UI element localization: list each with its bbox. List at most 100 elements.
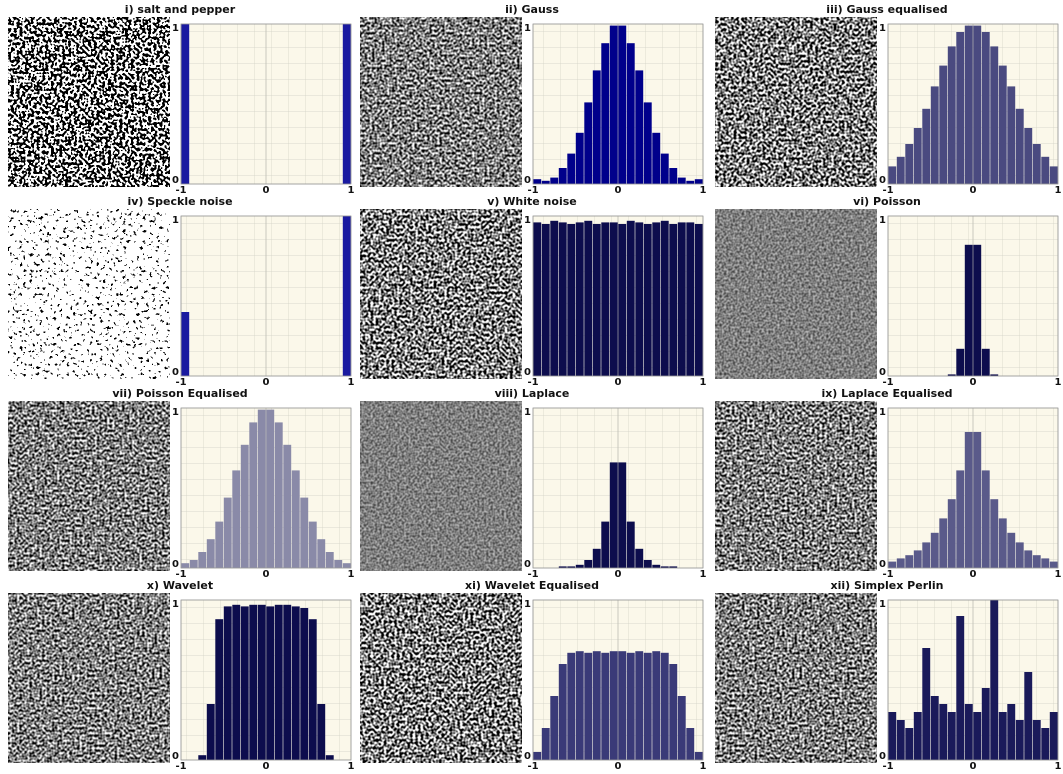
histogram-bar (274, 604, 283, 760)
histogram-bar (888, 712, 897, 760)
histogram-bar (669, 224, 678, 376)
x-tick-label: 1 (348, 569, 355, 580)
histogram-bar (567, 153, 576, 184)
plot-frame (532, 407, 704, 569)
y-tick-label: 1 (879, 23, 886, 34)
x-tick-label: 0 (263, 377, 270, 388)
histogram-bar (618, 462, 627, 568)
histogram-bar (533, 179, 542, 184)
x-tick-label: 0 (615, 377, 622, 388)
x-tick-label: 1 (1055, 377, 1062, 388)
histogram-bar (317, 539, 326, 568)
panel-title: i) salt and pepper (125, 3, 236, 16)
plot-frame (532, 599, 704, 761)
histogram-bar (283, 604, 292, 760)
x-tick-label: 1 (700, 185, 707, 196)
x-tick-label: -1 (882, 377, 893, 388)
x-tick-label: -1 (175, 185, 186, 196)
histogram-bar (964, 25, 973, 184)
x-tick-label: 0 (615, 761, 622, 772)
y-tick-label: 1 (524, 407, 531, 418)
y-tick-label: 0 (172, 175, 179, 186)
histogram-bar (922, 648, 931, 760)
histogram-bar (905, 728, 914, 760)
histogram-bar (652, 132, 661, 184)
y-tick-label: 1 (879, 599, 886, 610)
histogram-bar (643, 652, 652, 760)
histogram-bar (584, 652, 593, 760)
histogram-bar (973, 244, 982, 376)
histogram-bar (956, 32, 965, 184)
histogram-bar (240, 606, 249, 760)
y-tick-label: 0 (524, 559, 531, 570)
histogram-bar (998, 65, 1007, 184)
noise-image (360, 209, 522, 379)
x-tick-label: 1 (700, 761, 707, 772)
histogram-bar (342, 24, 351, 184)
histogram-bar (1041, 728, 1050, 760)
histogram-bar (1049, 561, 1058, 568)
histogram-bar (550, 696, 559, 760)
histogram-bar (541, 180, 550, 184)
histogram-bar (541, 224, 550, 376)
histogram-bar (283, 444, 292, 568)
histogram-bar (601, 521, 610, 568)
histogram-bar (533, 222, 542, 376)
histogram-bar (257, 409, 266, 568)
histogram-bar (575, 651, 584, 760)
histogram-bar (618, 651, 627, 760)
plot-frame (532, 23, 704, 185)
panel-title: xii) Simplex Perlin (831, 579, 944, 592)
noise-image (715, 17, 877, 187)
histogram-bar (669, 664, 678, 760)
x-tick-label: -1 (175, 761, 186, 772)
panel-title: v) White noise (487, 195, 576, 208)
x-tick-label: -1 (527, 185, 538, 196)
plot-frame (887, 599, 1059, 761)
histogram-bar (635, 651, 644, 760)
histogram-bar (198, 755, 207, 760)
histogram-bar (1032, 144, 1041, 184)
histogram-bar (215, 619, 224, 760)
histogram-bar (342, 563, 351, 568)
histogram-bar (223, 497, 232, 568)
histogram-bar (601, 222, 610, 376)
y-tick-label: 1 (172, 407, 179, 418)
y-tick-label: 0 (524, 751, 531, 762)
histogram-bar (198, 552, 207, 568)
x-tick-label: 1 (1055, 569, 1062, 580)
histogram-bar (964, 244, 973, 376)
x-tick-label: 1 (1055, 185, 1062, 196)
x-tick-label: 0 (970, 761, 977, 772)
panel-title: viii) Laplace (495, 387, 570, 400)
plot-frame (532, 215, 704, 377)
noise-image (8, 17, 170, 187)
histogram-bar (896, 558, 905, 568)
histogram-bar (601, 652, 610, 760)
panel-title: vi) Poisson (853, 195, 921, 208)
histogram-bar (232, 604, 241, 760)
histogram-bar (249, 422, 258, 568)
plot-frame (887, 407, 1059, 569)
histogram-bar (643, 102, 652, 184)
histogram-bar (930, 532, 939, 568)
histogram-bar (618, 25, 627, 184)
histogram-bar (249, 604, 258, 760)
histogram-bar (1049, 166, 1058, 184)
x-tick-label: 0 (615, 185, 622, 196)
panel-title: ii) Gauss (505, 3, 559, 16)
x-tick-label: 1 (700, 569, 707, 580)
histogram-bar (1024, 550, 1033, 568)
histogram-bar (652, 222, 661, 376)
y-tick-label: 1 (172, 599, 179, 610)
y-tick-label: 1 (524, 215, 531, 226)
y-tick-label: 0 (879, 751, 886, 762)
histogram-bar (567, 224, 576, 376)
histogram-bar (694, 224, 703, 376)
noise-image (715, 593, 877, 763)
histogram-bar (1015, 542, 1024, 568)
histogram-bar (1049, 712, 1058, 760)
histogram-bar (1032, 555, 1041, 568)
histogram-bar (939, 704, 948, 760)
